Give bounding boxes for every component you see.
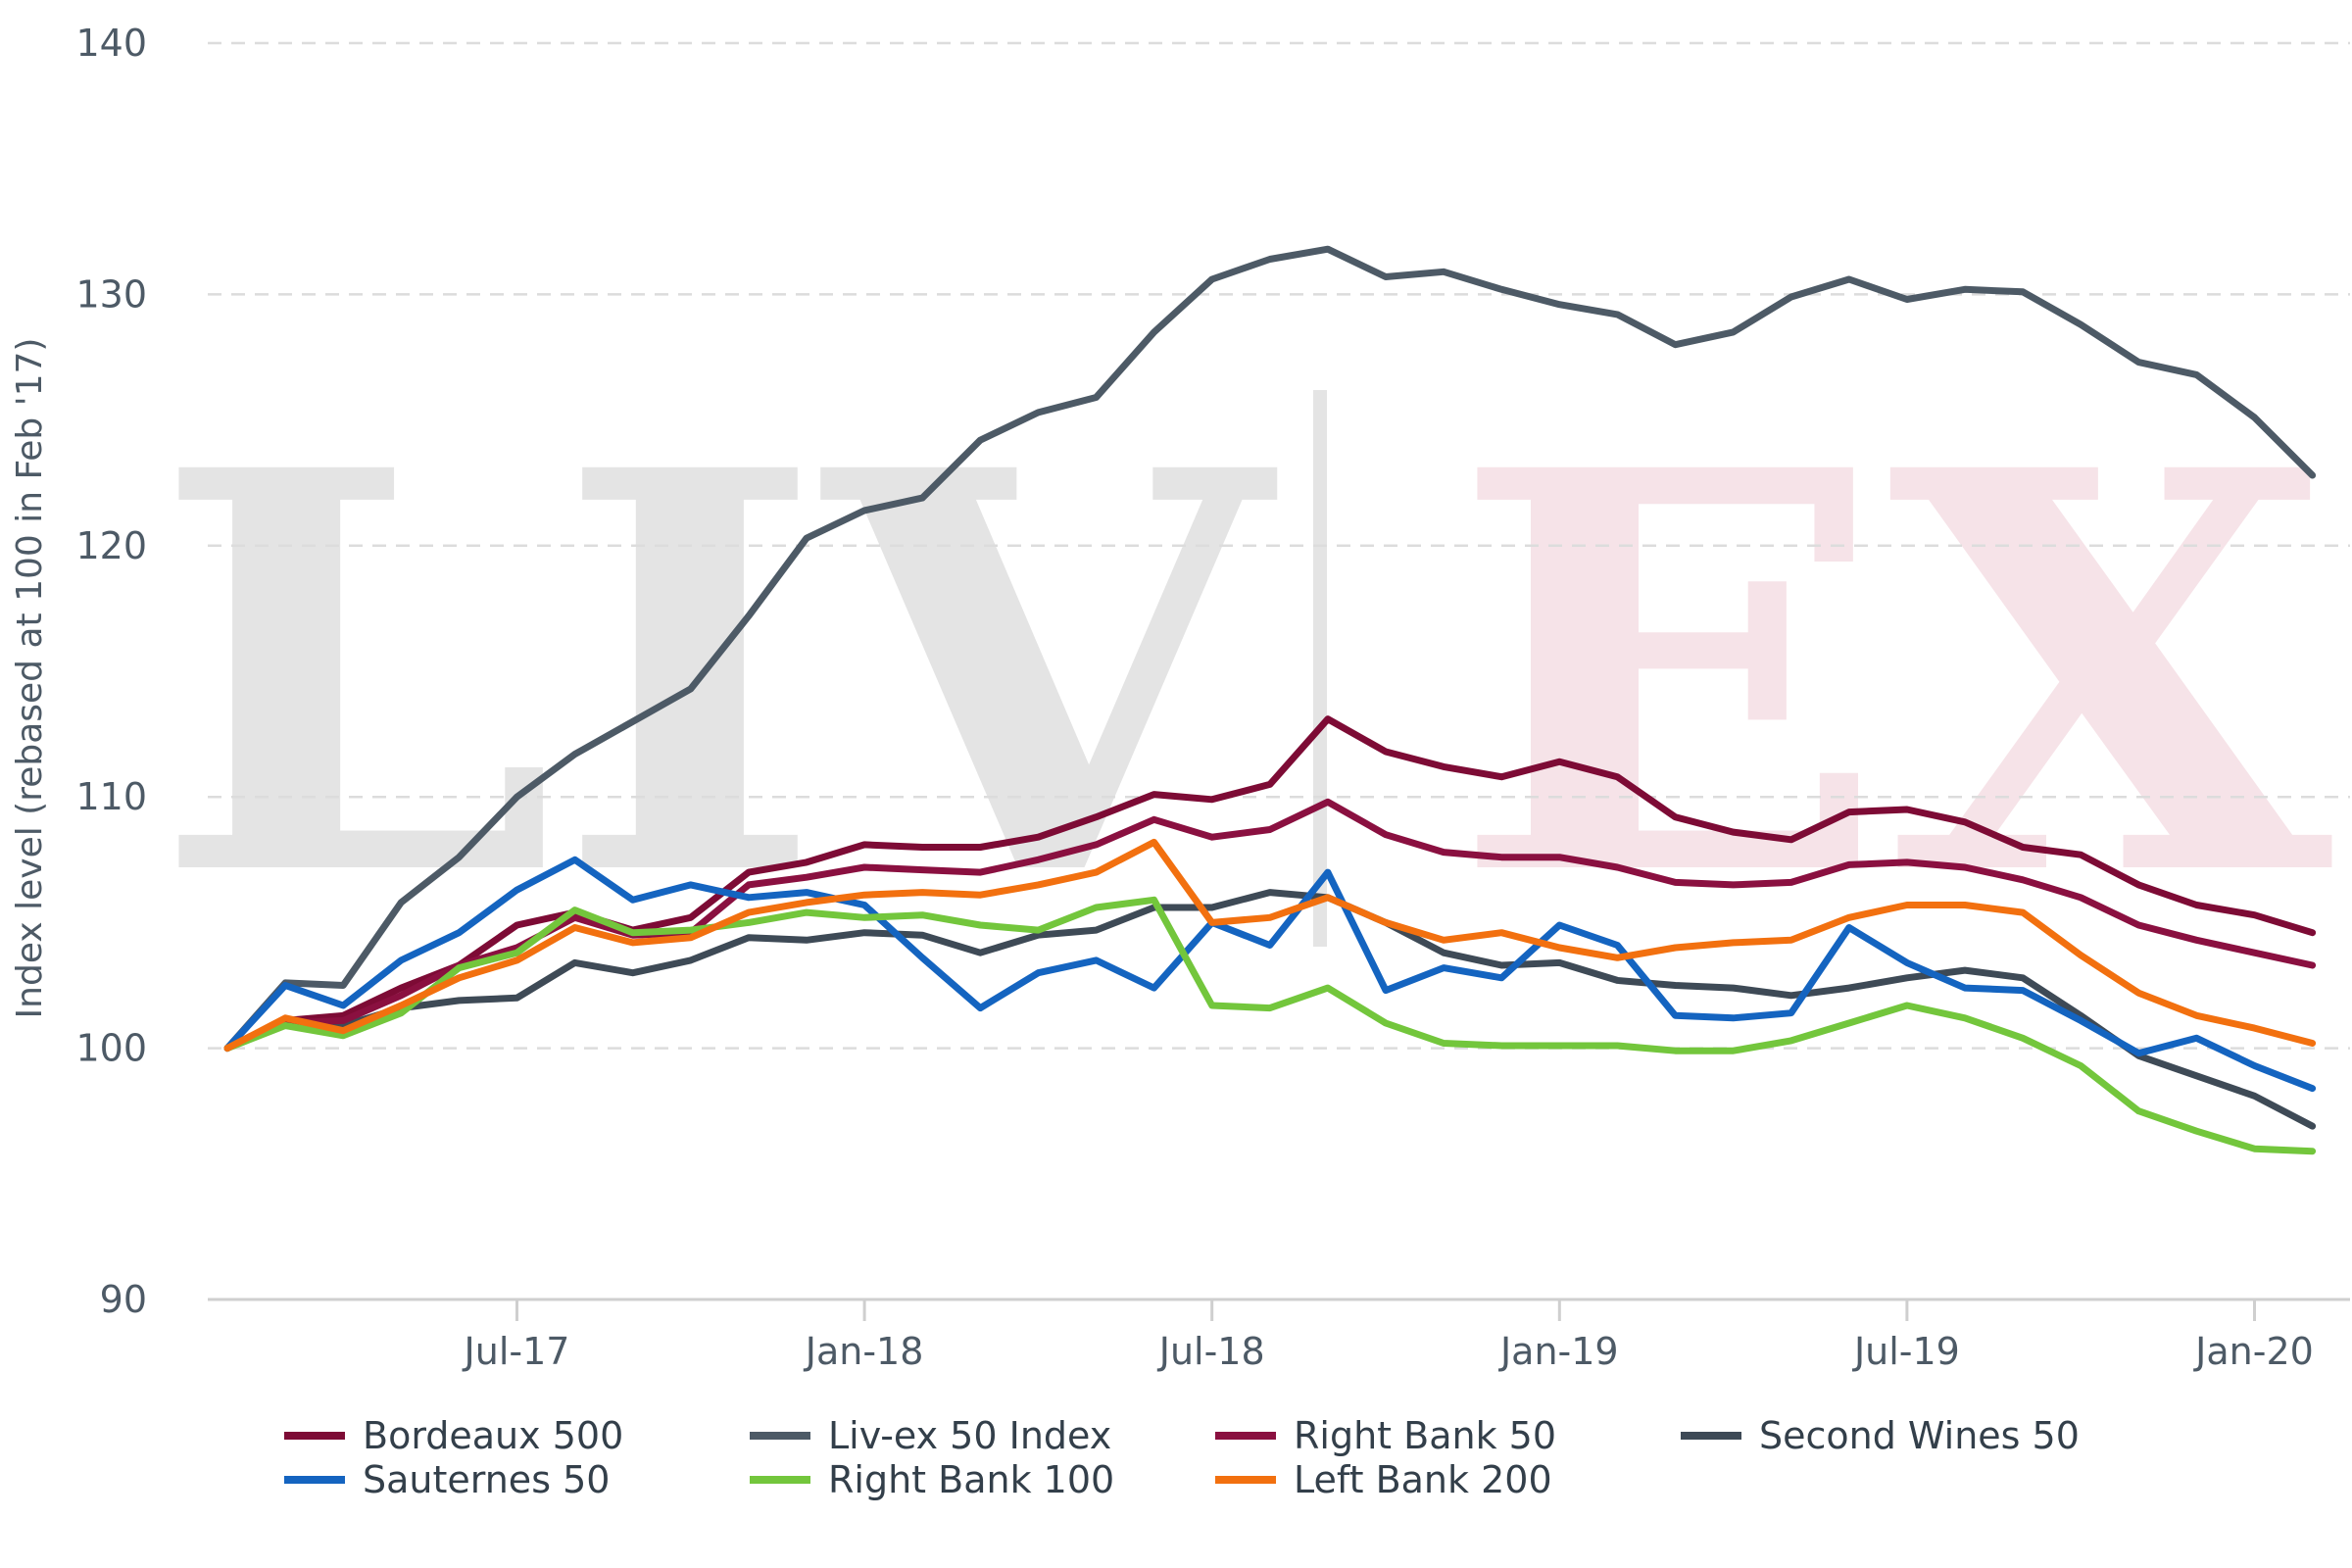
x-tick-label: Jan-18	[804, 1330, 924, 1373]
x-tick-label: Jul-19	[1852, 1330, 1960, 1373]
x-tick-label: Jan-19	[1498, 1330, 1619, 1373]
y-tick-label: 130	[75, 272, 147, 316]
legend-label: Right Bank 100	[828, 1458, 1114, 1501]
y-axis-title: Index level (rebased at 100 in Feb '17)	[10, 338, 50, 1019]
gridlines	[208, 41, 2350, 1301]
x-axis: Jul-17 Jan-18 Jul-18 Jan-19 Jul-19 Jan-20	[463, 1299, 2314, 1373]
series-line-left-bank-200	[223, 838, 2317, 1053]
x-tick-label: Jul-17	[463, 1330, 570, 1373]
y-tick-label: 100	[75, 1027, 147, 1070]
watermark-divider	[1313, 390, 1327, 947]
series-line-liv-ex-50-index	[223, 245, 2317, 1053]
legend-label: Left Bank 200	[1294, 1458, 1552, 1501]
watermark-right: EX	[1450, 353, 2335, 998]
x-tick-label: Jul-18	[1157, 1330, 1265, 1373]
y-tick-label: 90	[100, 1278, 147, 1321]
y-tick-label: 140	[75, 22, 147, 65]
series-line-second-wines-50	[223, 889, 2317, 1130]
series-line-sauternes-50	[223, 856, 2317, 1093]
series-lines	[223, 245, 2317, 1155]
legend-label: Second Wines 50	[1759, 1414, 2080, 1457]
legend-label: Bordeaux 500	[363, 1414, 623, 1457]
legend: Bordeaux 500 Liv-ex 50 Index Right Bank 50…	[284, 1414, 2080, 1501]
y-axis: 90 100 110 120 130 140	[75, 22, 147, 1321]
series-line-right-bank-100	[223, 896, 2317, 1155]
series-line-right-bank-50	[223, 798, 2317, 1053]
x-tick-label: Jan-20	[2193, 1330, 2314, 1373]
legend-label: Right Bank 50	[1294, 1414, 1556, 1457]
y-tick-label: 110	[75, 775, 147, 818]
y-tick-label: 120	[75, 524, 147, 567]
legend-label: Sauternes 50	[363, 1458, 610, 1501]
legend-label: Liv-ex 50 Index	[828, 1414, 1111, 1457]
